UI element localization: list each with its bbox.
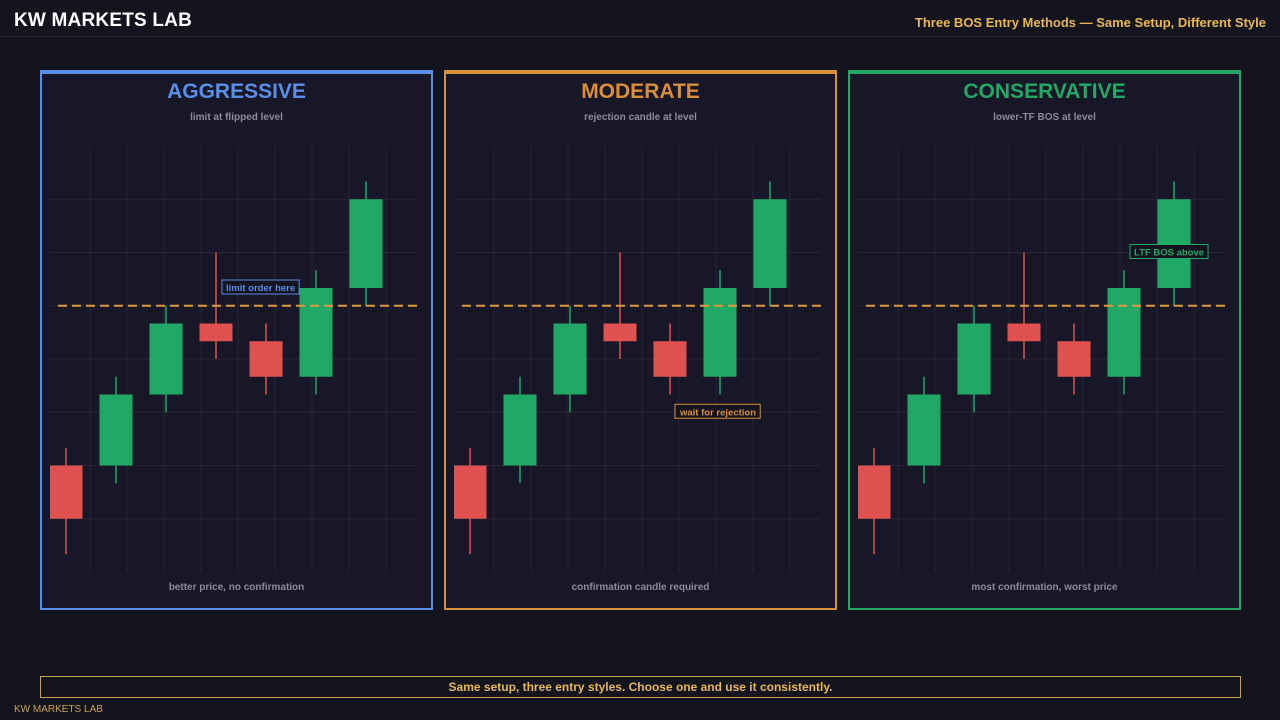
annotation-label: limit order here (221, 279, 300, 295)
bull-candle (1157, 199, 1191, 288)
panel-footer: better price, no confirmation (168, 582, 305, 593)
panel-subtitle: limit at flipped level (190, 112, 283, 123)
panel-footer: confirmation candle required (571, 582, 710, 593)
bull-candle (99, 394, 133, 466)
bull-candle (503, 394, 537, 466)
annotation-text: wait for rejection (679, 407, 756, 418)
panel-aggressive: AGGRESSIVE limit at flipped level limit … (40, 70, 433, 610)
footer-watermark: KW MARKETS LAB (14, 704, 103, 715)
annotation-label: wait for rejection (674, 403, 761, 419)
bull-candle (149, 323, 183, 395)
panel-title: AGGRESSIVE (167, 80, 306, 103)
bear-candle (249, 341, 283, 377)
bear-candle (603, 323, 637, 342)
bull-candle (349, 199, 383, 288)
bear-candle (199, 323, 233, 342)
bear-candle (454, 465, 487, 519)
annotation-box (674, 403, 761, 419)
bull-candle (907, 394, 941, 466)
panel-title: CONSERVATIVE (963, 80, 1126, 103)
bear-candle (1057, 341, 1091, 377)
panel-title: MODERATE (581, 80, 700, 103)
candlestick-chart-aggressive: limit order here (50, 146, 419, 572)
bull-candle (553, 323, 587, 395)
bull-candle (753, 199, 787, 288)
candlestick-chart-moderate: wait for rejection (454, 146, 823, 572)
panel-moderate: MODERATE rejection candle at level wait … (444, 70, 837, 610)
bear-candle (50, 465, 83, 519)
bear-candle (858, 465, 891, 519)
panel-subtitle: rejection candle at level (584, 112, 697, 123)
bull-candle (299, 288, 333, 377)
top-bar: KW MARKETS LAB Three BOS Entry Methods —… (0, 0, 1280, 37)
annotation-text: limit order here (226, 283, 295, 294)
panel-subtitle: lower-TF BOS at level (993, 112, 1096, 123)
annotation-text: LTF BOS above (1134, 248, 1204, 259)
bull-candle (703, 288, 737, 377)
summary-banner: Same setup, three entry styles. Choose o… (40, 676, 1241, 698)
brand-title: KW MARKETS LAB (14, 10, 193, 31)
bear-candle (1007, 323, 1041, 342)
bear-candle (653, 341, 687, 377)
annotation-box (1129, 244, 1209, 259)
bull-candle (1107, 288, 1141, 377)
candlestick-chart-conservative: LTF BOS above (858, 146, 1227, 572)
panel-footer: most confirmation, worst price (971, 582, 1118, 593)
panel-conservative: CONSERVATIVE lower-TF BOS at level LTF B… (848, 70, 1241, 610)
annotation-label: LTF BOS above (1129, 244, 1209, 259)
annotation-box (221, 279, 300, 295)
bull-candle (957, 323, 991, 395)
page-headline: Three BOS Entry Methods — Same Setup, Di… (914, 15, 1266, 30)
